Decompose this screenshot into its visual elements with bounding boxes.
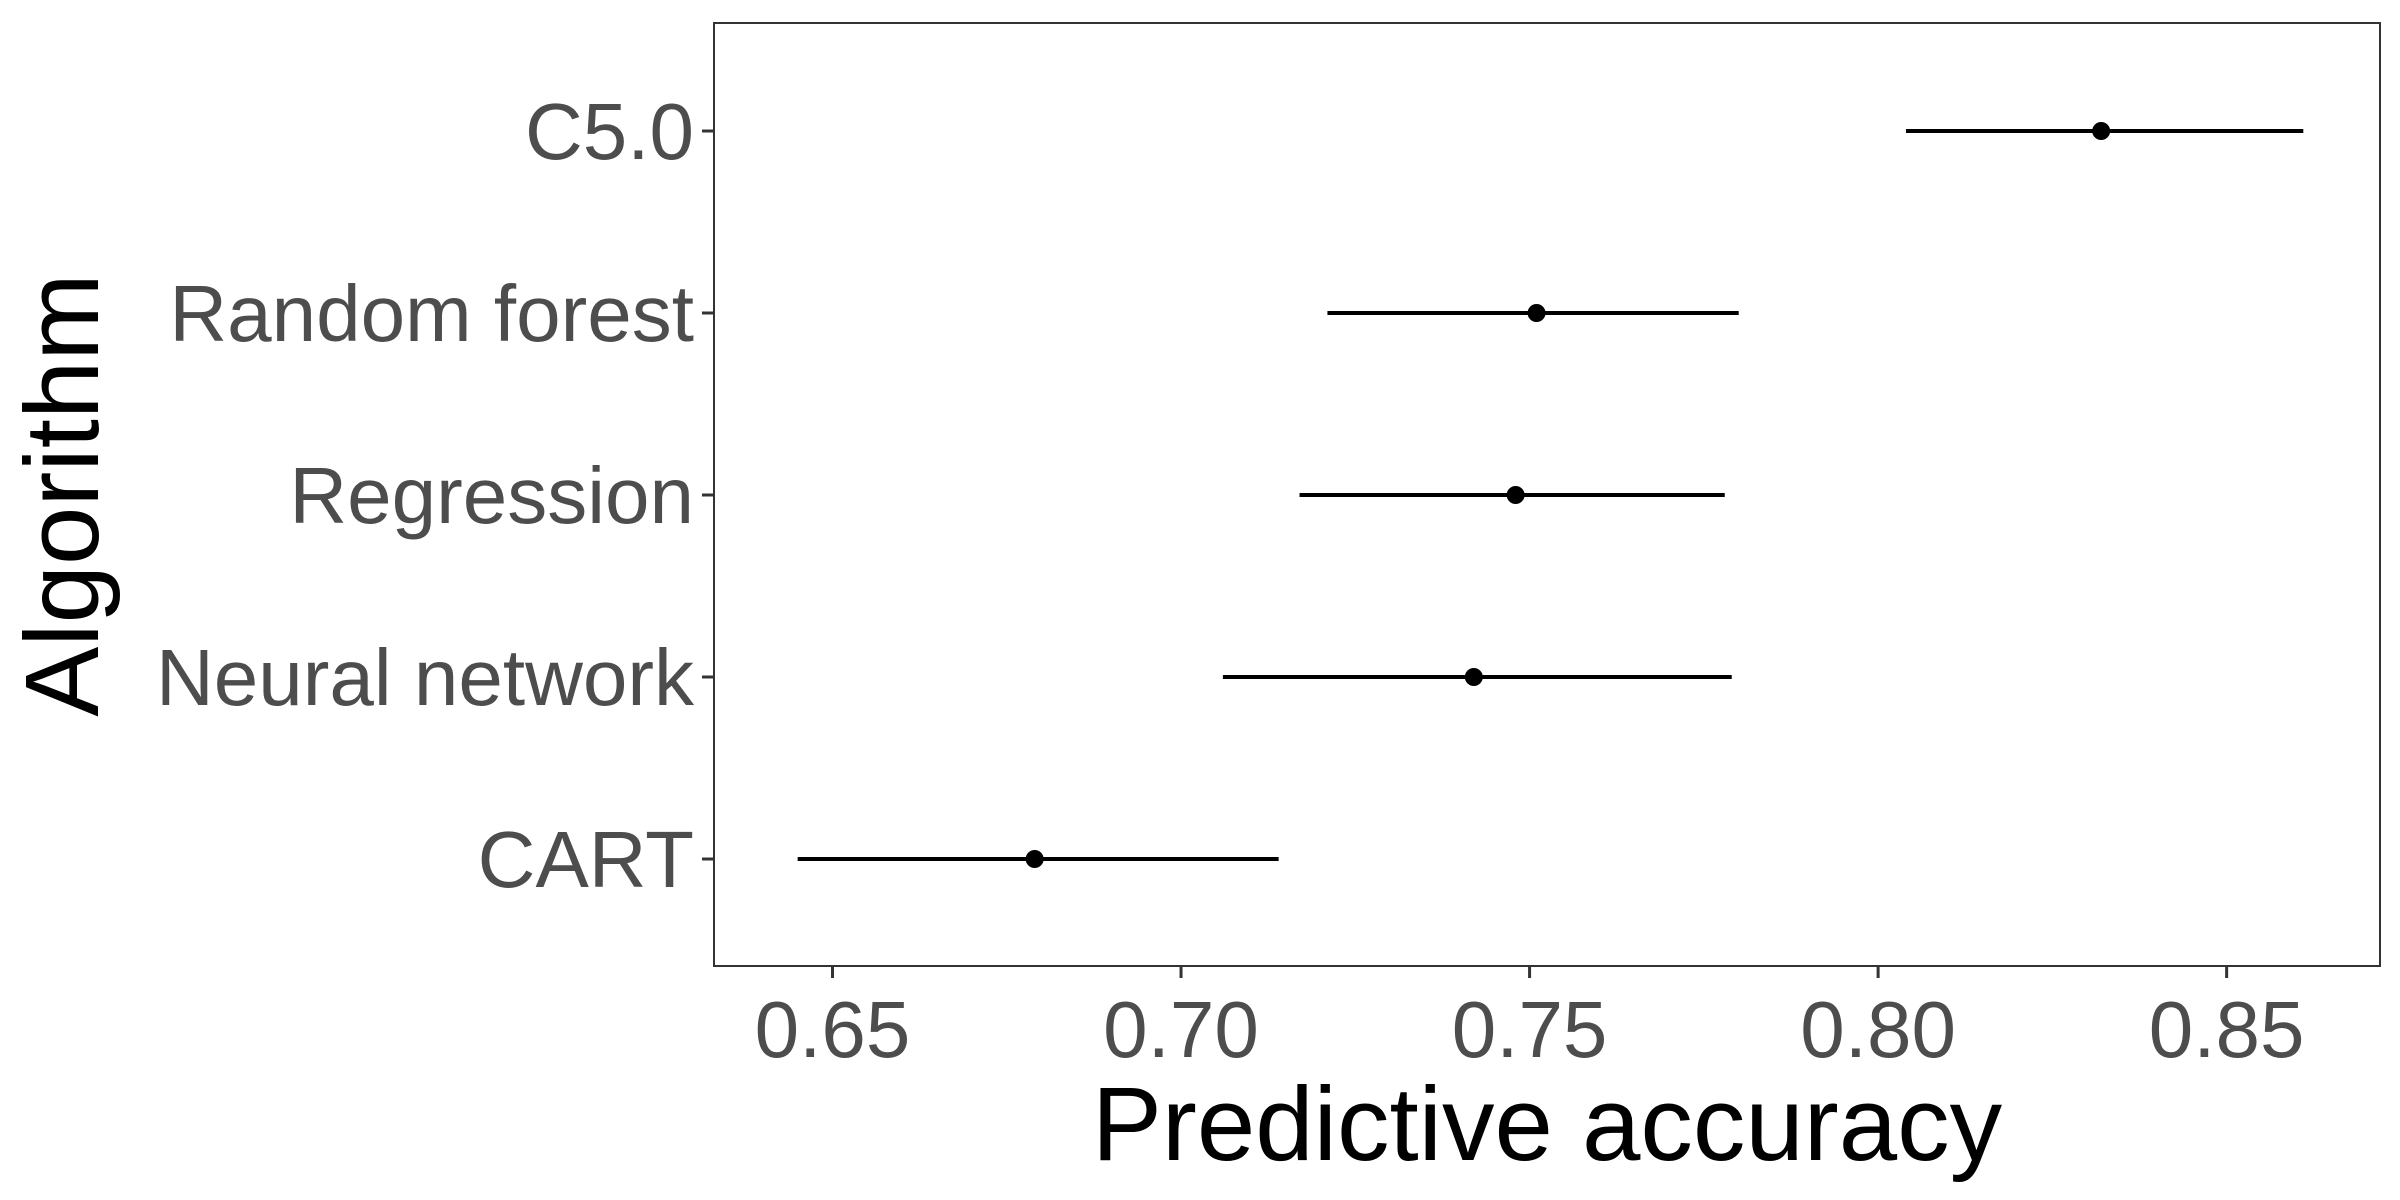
estimate-point: [1464, 668, 1483, 686]
estimate-point: [1527, 304, 1546, 322]
y-tick-label: CART: [478, 815, 694, 904]
error-bars: [797, 122, 2304, 868]
x-tick-label: 0.70: [1103, 985, 1259, 1074]
y-tick-label: Regression: [289, 451, 694, 540]
estimate-point: [2092, 122, 2111, 140]
y-tick-label: Neural network: [156, 633, 695, 722]
x-tick-label: 0.80: [1800, 985, 1956, 1074]
x-axis-title: Predictive accuracy: [1092, 1066, 2003, 1183]
y-tick-label: Random forest: [169, 269, 694, 358]
estimate-point: [1025, 850, 1044, 868]
x-tick-label: 0.65: [755, 985, 911, 1074]
x-tick-label: 0.75: [1452, 985, 1608, 1074]
y-axis-title: Algorithm: [4, 273, 121, 716]
x-tick-label: 0.85: [2149, 985, 2305, 1074]
y-axis: C5.0 Random forest Regression Neural networ…: [156, 87, 714, 904]
x-axis: 0.65 0.70 0.75 0.80 0.85: [755, 966, 2305, 1074]
estimate-point: [1506, 486, 1525, 504]
y-tick-label: C5.0: [525, 87, 694, 176]
